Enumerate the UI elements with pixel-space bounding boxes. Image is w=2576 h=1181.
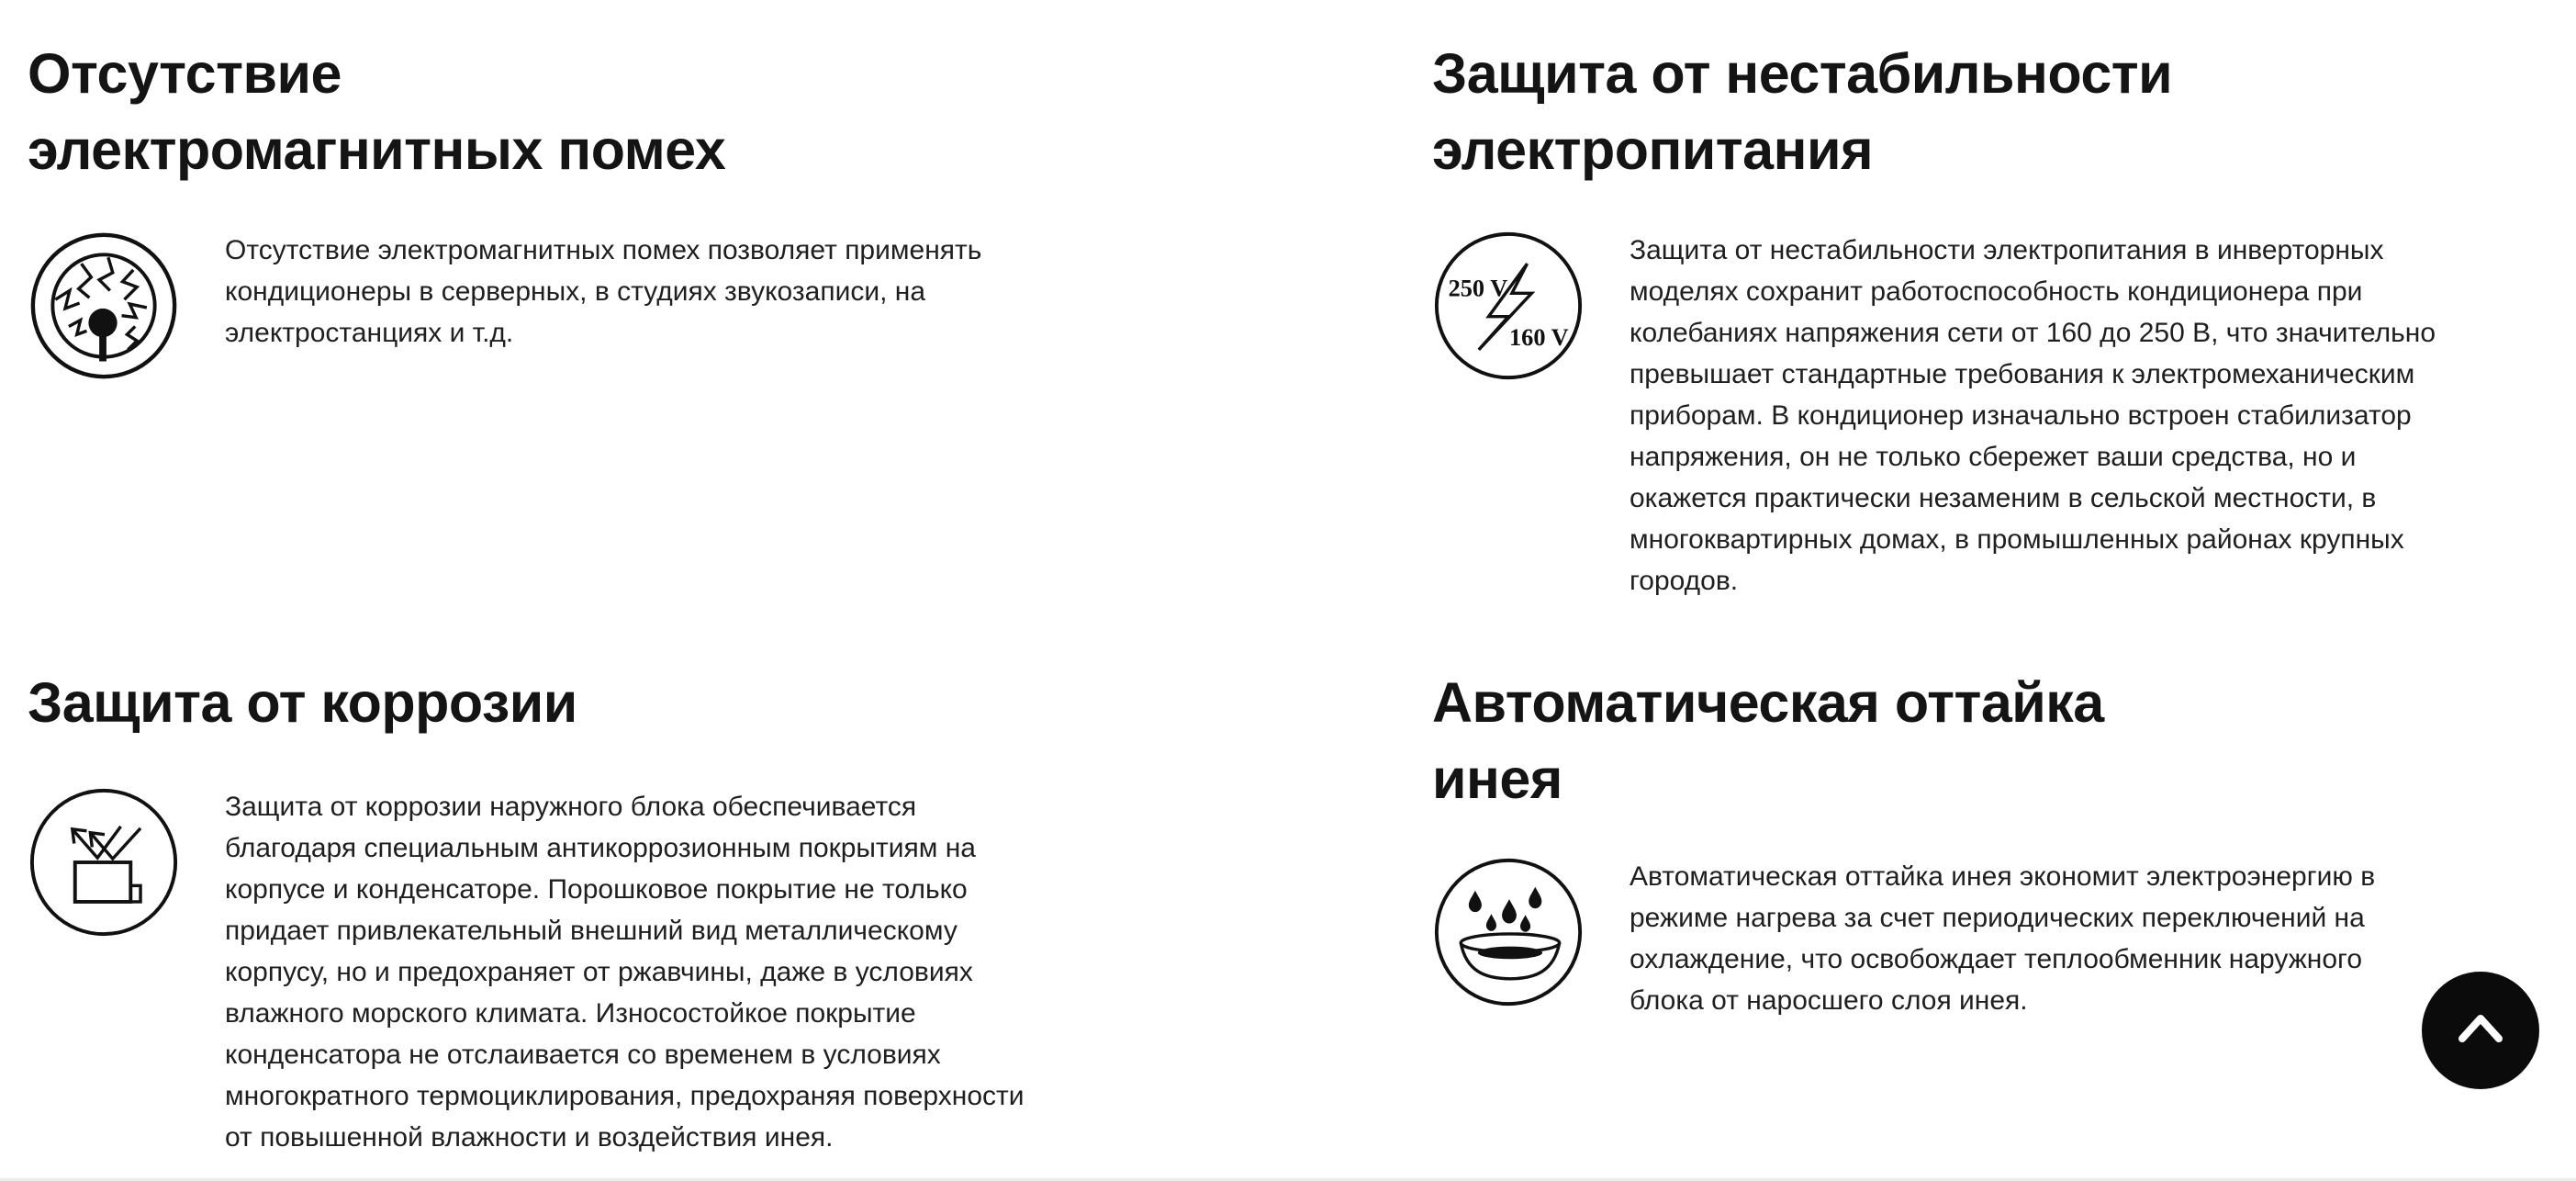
no-electromagnetic-interference-icon xyxy=(28,230,180,382)
feature-description: Отсутствие электромагнитных помех позвол… xyxy=(225,235,982,348)
feature-title: Отсутствие электромагнитных помех xyxy=(28,42,726,181)
feature-title: Защита от коррозии xyxy=(28,671,577,734)
chevron-up-icon xyxy=(2422,972,2539,1089)
voltage-lower-label: 160 V xyxy=(1509,324,1569,351)
voltage-upper-label: 250 V xyxy=(1449,275,1508,301)
feature-title: Защита от нестабильности электропитания xyxy=(1432,42,2173,181)
voltage-stability-icon: 250 V 160 V xyxy=(1432,230,1585,382)
feature-title: Автоматическая оттайка инея xyxy=(1432,671,2104,810)
section-divider xyxy=(0,1178,2576,1181)
auto-defrost-icon xyxy=(1432,856,1585,1008)
corrosion-protection-icon xyxy=(28,786,180,939)
scroll-to-top-button[interactable] xyxy=(2422,972,2539,1089)
feature-content-row: Защита от коррозии наружного блока обесп… xyxy=(28,786,1111,1158)
feature-card-voltage: Защита от нестабильности электропитания … xyxy=(1432,36,2576,596)
feature-description: Защита от нестабильности электропитания … xyxy=(1630,235,2436,596)
feature-content-row: Автоматическая оттайка инея экономит эле… xyxy=(1432,856,2515,1021)
feature-card-emi: Отсутствие электромагнитных помех От xyxy=(28,36,1180,379)
feature-card-defrost: Автоматическая оттайка инея xyxy=(1432,665,2576,1016)
feature-description: Защита от коррозии наружного блока обесп… xyxy=(225,792,1025,1153)
feature-content-row: Отсутствие электромагнитных помех позвол… xyxy=(28,230,1111,382)
feature-content-row: 250 V 160 V Защита от нестабильности эле… xyxy=(1432,230,2515,602)
feature-card-corrosion: Защита от коррозии Защита от коррозии на… xyxy=(28,665,1180,1153)
feature-description: Автоматическая оттайка инея экономит эле… xyxy=(1630,861,2376,1016)
